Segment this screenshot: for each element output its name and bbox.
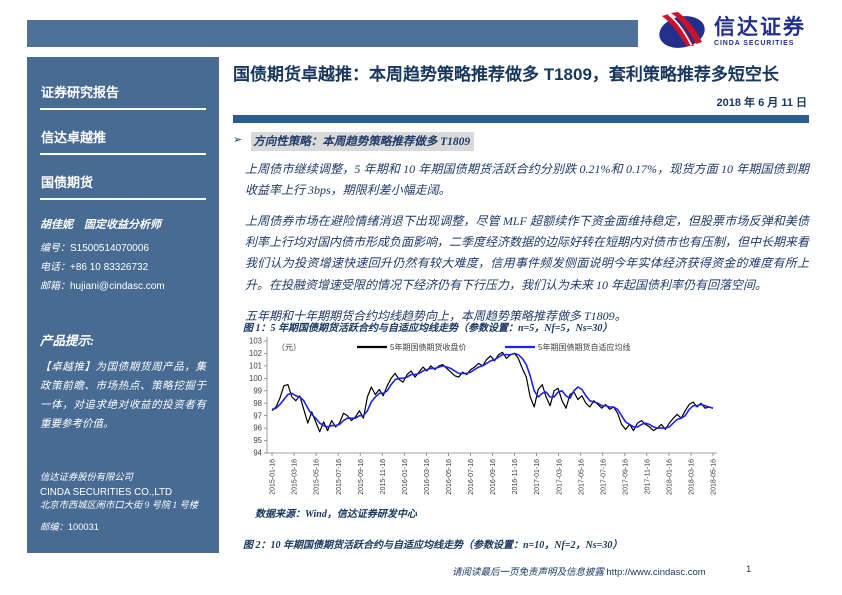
svg-text:2016-11-16: 2016-11-16 xyxy=(512,459,519,494)
header-bar xyxy=(27,20,638,47)
svg-text:101: 101 xyxy=(249,361,262,370)
company-block: 信达证券股份有限公司 CINDA SECURITIES CO.,LTD 北京市西… xyxy=(40,472,206,535)
company-name-en: CINDA SECURITIES CO.,LTD xyxy=(40,486,173,498)
report-date: 2018 年 6 月 11 日 xyxy=(716,97,808,109)
main-content: 国债期货卓越推：本周趋势策略推荐做多 T1809，套利策略推荐多短空长 2018… xyxy=(233,60,809,337)
svg-text:97: 97 xyxy=(253,411,262,420)
analyst-id-row: 编号：S1500514070006 xyxy=(40,239,206,254)
figure1-chart: 94 95 96 97 98 99 100 101 102 103 2015-01-16 2015-0… xyxy=(241,333,723,507)
svg-text:2018-05-16: 2018-05-16 xyxy=(711,459,718,495)
footer-disclaimer-text: 请阅读最后一页免责声明及信息披露 xyxy=(452,568,605,578)
section-heading-row: ➢ 方向性策略：本周趋势策略推荐做多 T1809 xyxy=(233,132,809,151)
sidebar-item-research-report: 证券研究报告 xyxy=(40,73,206,110)
svg-text:2015-03-16: 2015-03-16 xyxy=(292,459,299,495)
svg-text:2017-03-16: 2017-03-16 xyxy=(556,459,563,495)
svg-text:2015-09-16: 2015-09-16 xyxy=(358,459,365,495)
figure2-caption: 图 2：10 年期国债期货活跃合约与自适应均线走势（参数设置：n=10，Nf=2… xyxy=(243,540,623,551)
report-title: 国债期货卓越推：本周趋势策略推荐做多 T1809，套利策略推荐多短空长 xyxy=(233,65,779,84)
analyst-name: 胡佳妮 固定收益分析师 xyxy=(40,219,161,231)
svg-text:2016-01-16: 2016-01-16 xyxy=(402,459,409,495)
svg-text:2017-07-16: 2017-07-16 xyxy=(600,459,607,495)
svg-text:2015-11-16: 2015-11-16 xyxy=(380,459,387,494)
svg-text:2016-03-16: 2016-03-16 xyxy=(424,459,431,495)
analyst-id-value: S1500514070006 xyxy=(70,243,149,254)
svg-text:2017-11-16: 2017-11-16 xyxy=(644,459,651,494)
svg-text:5年期国债期货收盘价: 5年期国债期货收盘价 xyxy=(390,342,466,352)
company-address: 北京市西城区闹市口大街 9 号院 1 号楼 xyxy=(40,501,199,512)
product-note: 产品提示: 【卓越推】为国债期货周产品，集政策前瞻、市场热点、策略挖掘于一体，对… xyxy=(40,330,206,435)
paragraph-3: 五年期和十年期期货合约均线趋势向上，本周趋势策略推荐做多 T1809。 xyxy=(245,308,627,323)
analyst-block: 胡佳妮 固定收益分析师 编号：S1500514070006 电话：+86 10 … xyxy=(40,216,206,292)
svg-text:2016-09-16: 2016-09-16 xyxy=(490,459,497,495)
product-note-body: 【卓越推】为国债期货周产品，集政策前瞻、市场热点、策略挖掘于一体，对追求绝对收益… xyxy=(40,362,206,430)
analyst-email-value[interactable]: hujiani@cindasc.com xyxy=(70,281,165,292)
svg-text:2016-05-16: 2016-05-16 xyxy=(446,459,453,495)
footer-disclaimer: 请阅读最后一页免责声明及信息披露 http://www.cindasc.com xyxy=(452,564,706,578)
analyst-phone-value: +86 10 83326732 xyxy=(70,262,149,273)
svg-text:2018-01-16: 2018-01-16 xyxy=(667,459,674,495)
analyst-id-label: 编号： xyxy=(40,243,70,254)
company-postcode-value: 100031 xyxy=(67,521,99,532)
svg-text:2018-03-16: 2018-03-16 xyxy=(689,459,696,495)
analyst-phone-row: 电话：+86 10 83326732 xyxy=(40,258,206,273)
company-name-cn: 信达证券股份有限公司 xyxy=(40,473,133,484)
product-note-heading: 产品提示: xyxy=(40,334,95,348)
svg-text:100: 100 xyxy=(249,374,263,383)
report-body: 上周债市继续调整，5 年期和 10 年期国债期货活跃合约分别跌 0.21%和 0… xyxy=(233,159,809,327)
svg-text:2017-05-16: 2017-05-16 xyxy=(578,459,585,495)
brand-name-cn: 信达证券 xyxy=(714,16,806,39)
paragraph-1: 上周债市继续调整，5 年期和 10 年期国债期货活跃合约分别跌 0.21%和 0… xyxy=(245,162,809,198)
analyst-phone-label: 电话： xyxy=(40,262,70,273)
sidebar-item-treasury-futures: 国债期货 xyxy=(40,163,206,200)
svg-text:2016-07-16: 2016-07-16 xyxy=(468,459,475,495)
company-postcode-row: 邮编：100031 xyxy=(40,521,206,535)
brand-logo: 信达证券 CINDA SECURITIES xyxy=(656,12,806,52)
svg-text:99: 99 xyxy=(253,386,262,395)
footer-url[interactable]: http://www.cindasc.com xyxy=(606,567,706,578)
svg-text:96: 96 xyxy=(253,424,262,433)
svg-text:2015-05-16: 2015-05-16 xyxy=(314,459,321,495)
svg-text:2017-09-16: 2017-09-16 xyxy=(622,459,629,495)
svg-text:（元）: （元） xyxy=(277,343,301,352)
svg-text:98: 98 xyxy=(253,399,262,408)
analyst-email-row: 邮箱：hujiani@cindasc.com xyxy=(40,277,206,292)
svg-text:5年期国债期货自适应均线: 5年期国债期货自适应均线 xyxy=(538,342,630,352)
sidebar: 证券研究报告 信达卓越推 国债期货 胡佳妮 固定收益分析师 编号：S150051… xyxy=(27,57,219,553)
section-heading: 方向性策略：本周趋势策略推荐做多 T1809 xyxy=(251,132,475,151)
brand-name-en: CINDA SECURITIES xyxy=(714,40,795,47)
svg-text:2017-01-16: 2017-01-16 xyxy=(534,459,541,495)
svg-text:103: 103 xyxy=(249,337,262,346)
svg-text:95: 95 xyxy=(253,436,262,445)
page-number: 1 xyxy=(746,564,752,575)
arrow-bullet-icon: ➢ xyxy=(233,134,243,146)
paragraph-2: 上周债券市场在避险情绪消退下出现调整，尽管 MLF 超额续作下资金面维持稳定，但… xyxy=(245,214,810,292)
figure1-caption: 图 1：5 年期国债期货活跃合约与自适应均线走势（参数设置：n=5，Nf=5，N… xyxy=(243,323,613,334)
divider-bar xyxy=(233,115,809,123)
sidebar-item-cinda-zhuoyuetui: 信达卓越推 xyxy=(40,118,206,155)
svg-text:2015-07-16: 2015-07-16 xyxy=(336,459,343,495)
cinda-logo-icon xyxy=(659,12,705,48)
data-source-note: 数据来源：Wind，信达证券研发中心 xyxy=(255,509,417,520)
company-postcode-label: 邮编： xyxy=(40,522,68,533)
analyst-email-label: 邮箱： xyxy=(40,281,70,292)
svg-text:2015-01-16: 2015-01-16 xyxy=(270,459,277,495)
svg-text:102: 102 xyxy=(249,349,262,358)
svg-text:94: 94 xyxy=(253,449,262,458)
